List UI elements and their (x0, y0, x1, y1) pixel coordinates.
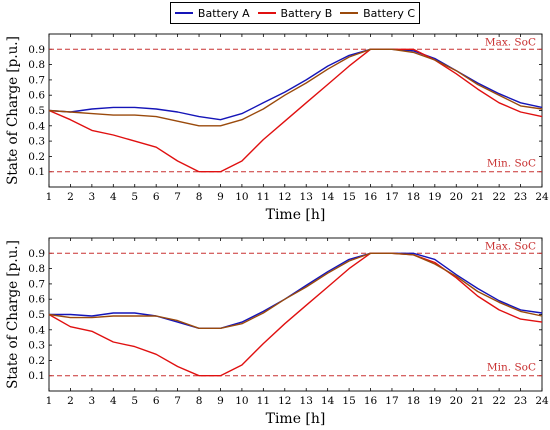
y-tick-label: 0.3 (28, 136, 45, 148)
top-chart: 1 2 3 4 5 6 7 8 9 10 11 12 13 14 15 16 17 18 19 20 21 22 23 240… (5, 33, 549, 223)
series-line-battery-c (48, 252, 543, 330)
x-tick-label: 3 (89, 395, 96, 407)
y-tick-label: 0.1 (28, 370, 45, 382)
x-tick-label: 8 (196, 395, 203, 407)
x-tick-label: 4 (110, 191, 117, 203)
x-tick-label: 19 (428, 191, 441, 203)
x-tick-label: 20 (450, 191, 463, 203)
x-tick-label: 21 (471, 395, 484, 407)
y-tick-label: 0.2 (28, 151, 45, 163)
x-tick-label: 15 (342, 191, 355, 203)
x-tick-label: 14 (321, 395, 335, 407)
x-tick-label: 14 (321, 191, 335, 203)
series-line-battery-c (48, 48, 543, 127)
x-tick-label: 9 (217, 191, 224, 203)
bottom-chart: 1 2 3 4 5 6 7 8 9 10 11 12 13 14 15 16 17 18 19 20 21 22 23 240… (5, 237, 549, 427)
x-tick-label: 15 (342, 395, 355, 407)
x-tick-label: 17 (385, 395, 398, 407)
x-tick-label: 6 (153, 395, 160, 407)
series-line-battery-b (48, 48, 543, 173)
reference-label-min-soc: Min. SoC (487, 158, 536, 170)
x-tick-label: 11 (257, 395, 270, 407)
plot-frame (48, 33, 543, 188)
y-tick-label: 0.5 (28, 309, 45, 321)
x-tick-label: 11 (257, 191, 270, 203)
y-axis-label: State of Charge [p.u.] (5, 36, 21, 185)
x-tick-label: 23 (514, 191, 527, 203)
series-line-battery-a (49, 252, 543, 330)
x-tick-label: 7 (174, 395, 181, 407)
legend-item-battery-c: Battery C (340, 7, 415, 20)
x-tick-label: 8 (196, 191, 203, 203)
series-line-battery-b (48, 252, 543, 377)
reference-label-max-soc: Max. SoC (485, 36, 536, 48)
x-tick-label: 22 (492, 191, 505, 203)
x-tick-label: 6 (153, 191, 160, 203)
x-tick-label: 7 (174, 191, 181, 203)
x-tick-label: 23 (514, 395, 527, 407)
x-tick-label: 1 (46, 395, 53, 407)
legend-swatch-battery-b (257, 12, 276, 14)
x-tick-label: 18 (407, 395, 420, 407)
x-tick-label: 20 (450, 395, 463, 407)
y-tick-label: 0.6 (28, 294, 45, 306)
x-tick-label: 2 (67, 395, 74, 407)
chart-legend: Battery A Battery B Battery C (170, 2, 420, 24)
y-tick-label: 0.9 (28, 44, 45, 56)
x-tick-label: 12 (278, 395, 291, 407)
x-tick-label: 19 (428, 395, 441, 407)
y-tick-label: 0.2 (28, 355, 45, 367)
x-tick-label: 21 (471, 191, 484, 203)
x-tick-label: 3 (89, 191, 96, 203)
x-tick-label: 18 (407, 191, 420, 203)
x-tick-label: 10 (235, 191, 248, 203)
y-axis-label: State of Charge [p.u.] (5, 240, 21, 389)
x-tick-label: 22 (492, 395, 505, 407)
reference-label-min-soc: Min. SoC (487, 362, 536, 374)
y-tick-label: 0.5 (28, 105, 45, 117)
y-tick-label: 0.4 (28, 120, 45, 132)
y-tick-label: 0.3 (28, 340, 45, 352)
x-tick-label: 5 (131, 191, 138, 203)
legend-swatch-battery-a (174, 12, 193, 14)
x-tick-label: 10 (235, 395, 248, 407)
x-tick-label: 13 (300, 395, 313, 407)
y-tick-label: 0.6 (28, 90, 45, 102)
x-tick-label: 5 (131, 395, 138, 407)
legend-item-battery-b: Battery B (257, 6, 333, 20)
x-tick-label: 17 (385, 191, 398, 203)
x-tick-label: 13 (300, 191, 313, 203)
x-tick-label: 24 (535, 395, 549, 407)
y-tick-label: 0.7 (28, 74, 45, 86)
x-axis-label: Time [h] (266, 411, 326, 427)
y-tick-label: 0.9 (28, 248, 45, 260)
legend-label-battery-a: Battery A (197, 6, 250, 20)
legend-item-battery-a: Battery A (174, 6, 250, 20)
x-tick-label: 2 (67, 191, 74, 203)
x-tick-label: 4 (110, 395, 117, 407)
x-tick-label: 9 (217, 395, 224, 407)
legend-label-battery-b: Battery B (280, 6, 333, 20)
x-tick-label: 16 (364, 395, 378, 407)
reference-label-max-soc: Max. SoC (485, 240, 536, 252)
y-tick-label: 0.8 (28, 59, 45, 71)
y-tick-label: 0.4 (28, 324, 45, 336)
series-line-battery-a (48, 48, 543, 121)
legend-label-battery-c: Battery C (363, 6, 416, 20)
y-tick-label: 0.8 (28, 263, 45, 275)
x-tick-label: 1 (46, 191, 53, 203)
x-tick-label: 16 (364, 191, 378, 203)
y-tick-label: 0.7 (28, 278, 45, 290)
y-tick-label: 0.1 (28, 166, 45, 178)
x-tick-label: 12 (278, 191, 291, 203)
legend-swatch-battery-c (340, 12, 359, 14)
x-tick-label: 24 (535, 191, 549, 203)
x-axis-label: Time [h] (266, 207, 326, 223)
